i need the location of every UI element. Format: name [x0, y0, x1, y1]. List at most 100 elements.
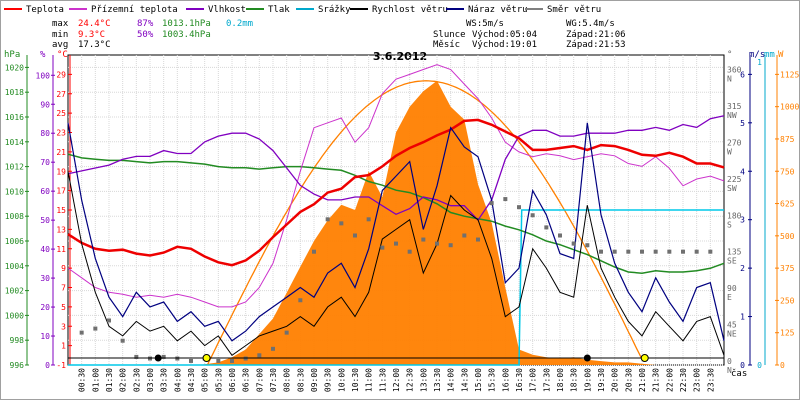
- x-tick-label: 08:30: [296, 368, 305, 392]
- legend-item: Směr větru: [525, 5, 601, 15]
- series-direction-point: [79, 330, 84, 335]
- series-direction-point: [530, 213, 535, 218]
- x-tick-label: 21:00: [638, 368, 647, 392]
- series-direction-point: [626, 249, 631, 254]
- axis-pct-tick-label: 50: [40, 216, 50, 225]
- axis-c-tick-label: 5: [61, 303, 66, 312]
- series-direction-point: [148, 356, 152, 361]
- x-tick-label: 01:00: [91, 368, 100, 392]
- axis-mm-tick-label: 1: [757, 58, 762, 67]
- series-direction-point: [612, 249, 617, 254]
- series-direction-point: [544, 225, 549, 230]
- x-tick-label: 20:30: [624, 368, 633, 392]
- stat-moon-rise: Východ:19:01: [472, 40, 537, 50]
- stat-min-press: 1003.4hPa: [162, 30, 211, 40]
- series-direction-point: [599, 249, 603, 254]
- axis-ms-tick-label: 6: [740, 70, 745, 79]
- series-direction-point: [325, 217, 330, 222]
- axis-w-tick-label: 625: [780, 200, 795, 209]
- series-direction-point: [230, 358, 234, 363]
- axis-unit-dir: °: [727, 50, 732, 60]
- x-tick-label: 11:00: [365, 368, 374, 392]
- x-tick-label: 20:00: [611, 368, 620, 392]
- x-tick-label: 16:00: [501, 368, 510, 392]
- stat-sun-rise: Východ:05:04: [472, 30, 537, 40]
- axis-dir-name: SE: [727, 257, 737, 266]
- moon-marker: [583, 354, 591, 362]
- x-tick-label: 04:30: [187, 368, 196, 392]
- series-direction-point: [161, 354, 166, 359]
- series-direction-point: [298, 298, 303, 303]
- x-tick-label: 21:30: [652, 368, 661, 392]
- x-tick-label: 18:00: [556, 368, 565, 392]
- axis-c-tick-label: 11: [56, 245, 66, 254]
- axis-hpa-tick-label: 998: [10, 336, 25, 345]
- legend-item: Tlak: [246, 5, 290, 15]
- series-direction-point: [339, 221, 344, 226]
- series-radiation: [68, 80, 724, 366]
- series-direction-point: [312, 249, 316, 254]
- series-direction-point: [107, 318, 111, 323]
- x-tick-label: 08:00: [283, 368, 292, 392]
- x-tick-label: 13:30: [433, 368, 442, 392]
- x-tick-label: 07:00: [255, 368, 264, 392]
- stat-max-rain: 0.2mm: [226, 19, 253, 29]
- legend-item: Srážky: [296, 5, 351, 15]
- axis-c-tick-label: -1: [56, 361, 66, 370]
- series-direction-point: [462, 233, 467, 238]
- axis-pct-tick-label: 90: [40, 100, 50, 109]
- x-tick-label: 09:00: [310, 368, 319, 392]
- axis-dir-name: N: [727, 366, 732, 375]
- x-tick-label: 07:30: [269, 368, 278, 392]
- x-tick-label: 06:30: [242, 368, 251, 392]
- axis-dir-name: S: [727, 220, 732, 229]
- legend-item: Rychlost větru: [350, 5, 448, 15]
- axis-c-tick-label: 25: [56, 109, 66, 118]
- legend-label: Rychlost větru: [372, 5, 448, 15]
- stat-min-hum: 50%: [137, 30, 154, 40]
- series-direction-point: [284, 330, 289, 335]
- axis-dir-tick-label: 360: [727, 66, 742, 75]
- axis-ms-tick-label: 4: [740, 167, 745, 176]
- x-tick-label: 16:30: [515, 368, 524, 392]
- sun-marker: [640, 354, 649, 362]
- axis-unit-pct: %: [40, 50, 46, 60]
- axis-hpa-tick-label: 1012: [5, 163, 24, 172]
- stat-avg-temp: 17.3°C: [78, 40, 111, 50]
- axis-mm-tick-label: 0: [757, 361, 762, 370]
- x-tick-label: 23:30: [706, 368, 715, 392]
- axis-c-tick-label: 13: [56, 225, 66, 234]
- axis-unit-ms: m/s: [749, 50, 765, 60]
- chart-title: 3.6.2012: [373, 50, 427, 63]
- axis-ms-tick-label: 5: [740, 119, 745, 128]
- x-tick-label: 05:00: [201, 368, 210, 392]
- axis-pct-tick-label: 60: [40, 187, 50, 196]
- axis-hpa-tick-label: 1020: [5, 63, 24, 72]
- stat-min-label: min: [52, 30, 68, 40]
- legend-item: Teplota: [4, 5, 64, 15]
- series-direction-point: [134, 354, 139, 359]
- stat-max-label: max: [52, 19, 69, 29]
- axis-hpa-tick-label: 1008: [5, 212, 24, 221]
- legend-item: Vlhkost: [186, 5, 246, 15]
- series-direction-point: [216, 358, 221, 363]
- x-tick-label: 10:00: [337, 368, 346, 392]
- series-direction-point: [353, 233, 357, 238]
- axis-dir-tick-label: 180: [727, 211, 742, 220]
- x-tick-label: 10:30: [351, 368, 360, 392]
- series-direction-point: [257, 353, 262, 358]
- axis-c-tick-label: 19: [56, 167, 66, 176]
- stat-max-hum: 87%: [137, 19, 154, 29]
- axis-ms-tick-label: 0: [740, 361, 745, 370]
- x-tick-label: 11:30: [378, 368, 387, 392]
- axis-pct-tick-label: 20: [40, 303, 50, 312]
- axis-w-tick-label: 250: [780, 296, 795, 305]
- series-ground-temp: [67, 64, 725, 308]
- axis-w-tick-label: 1125: [780, 70, 799, 79]
- x-tick-label: 12:30: [406, 368, 415, 392]
- legend-label: Teplota: [26, 5, 64, 15]
- series-direction-point: [653, 249, 658, 254]
- x-tick-label: 22:30: [679, 368, 688, 392]
- series-direction-point: [407, 249, 412, 254]
